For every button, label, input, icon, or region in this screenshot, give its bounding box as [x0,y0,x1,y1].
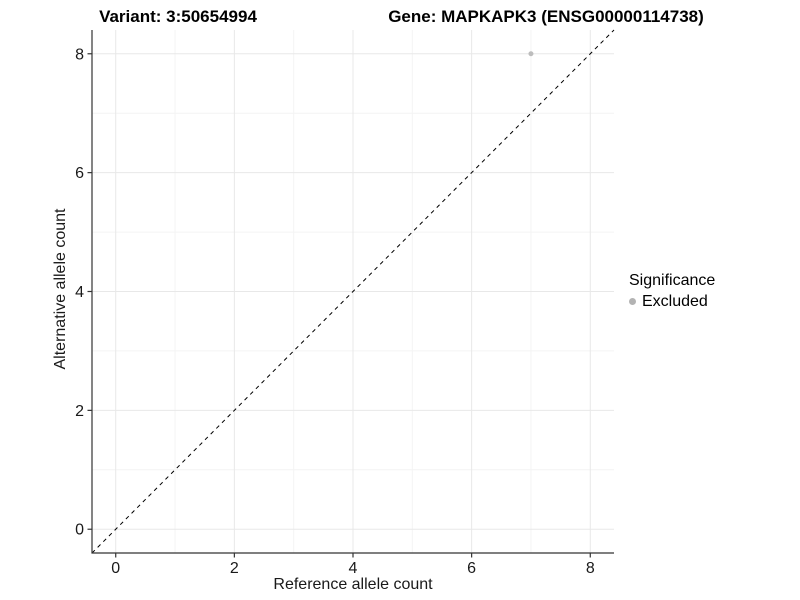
legend-item: Excluded [629,291,715,312]
y-tick-label: 2 [75,403,84,420]
y-tick-label: 8 [75,46,84,63]
y-tick-label: 0 [75,522,84,539]
x-tick-label: 2 [230,560,239,577]
identity-line [91,29,615,554]
scatter-plot: 0 2 4 6 8 0 2 4 6 8 [75,29,615,577]
data-point [528,51,534,57]
x-tick-label: 6 [467,560,476,577]
legend-title: Significance [629,272,716,289]
x-tick-label: 0 [111,560,120,577]
axis-lines [91,30,614,554]
legend-item-label: Excluded [642,292,708,310]
legend: Significance Excluded [629,271,715,312]
x-axis-title: Reference allele count [273,576,433,593]
plot-title-gene: Gene: MAPKAPK3 (ENSG00000114738) [388,7,704,26]
y-tick-label: 4 [75,284,84,301]
x-tick-label: 8 [586,560,595,577]
x-tick-label: 4 [349,560,358,577]
plot-title-variant: Variant: 3:50654994 [99,7,257,26]
y-tick-label: 6 [75,165,84,182]
legend-point-icon [629,298,636,305]
